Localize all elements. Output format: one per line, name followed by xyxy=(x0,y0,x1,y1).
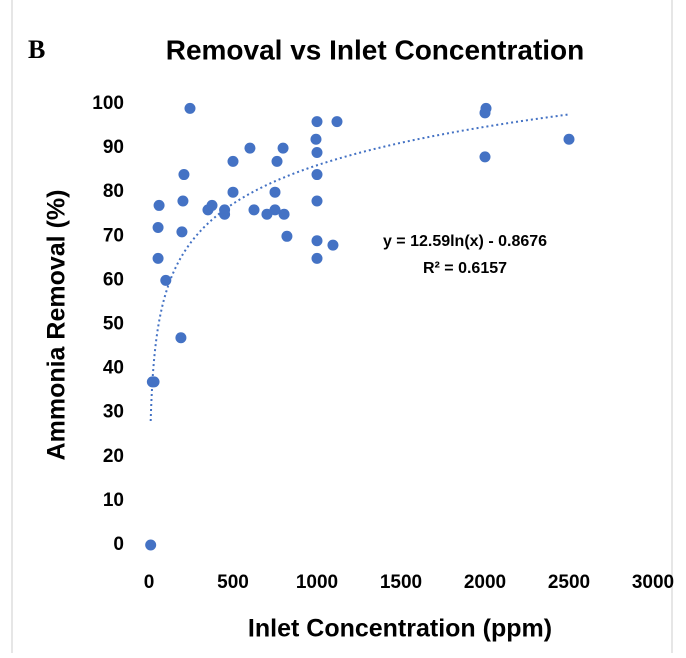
point xyxy=(148,376,160,388)
point xyxy=(206,199,218,211)
trend-equation: y = 12.59ln(x) - 0.8676 xyxy=(383,233,547,250)
x-tick-label: 2000 xyxy=(464,572,506,593)
y-tick-label: 0 xyxy=(113,534,124,555)
point xyxy=(145,539,157,551)
y-tick-label: 100 xyxy=(92,93,124,114)
y-tick-label: 50 xyxy=(103,314,124,335)
point xyxy=(479,107,491,119)
point xyxy=(331,116,343,128)
point xyxy=(261,208,273,220)
trendline xyxy=(149,113,570,422)
point xyxy=(563,133,575,145)
point xyxy=(310,133,322,145)
point xyxy=(311,252,323,264)
point xyxy=(269,186,281,198)
y-tick-label: 80 xyxy=(103,181,124,202)
point xyxy=(244,142,256,154)
y-tick-label: 30 xyxy=(103,402,124,423)
x-tick-label: 500 xyxy=(217,572,249,593)
point xyxy=(311,195,323,207)
x-axis-label: Inlet Concentration (ppm) xyxy=(248,615,552,643)
point xyxy=(176,226,188,238)
trend-r-squared: R² = 0.6157 xyxy=(423,260,507,277)
x-tick-label: 1500 xyxy=(380,572,422,593)
point xyxy=(184,102,196,114)
y-tick-label: 20 xyxy=(103,446,124,467)
point xyxy=(311,147,323,159)
point xyxy=(178,169,190,181)
point xyxy=(152,221,164,233)
x-tick-label: 3000 xyxy=(632,572,674,593)
point xyxy=(152,252,164,264)
panel-label: B xyxy=(28,35,45,64)
y-axis-label: Ammonia Removal (%) xyxy=(43,190,71,461)
point xyxy=(311,169,323,181)
point xyxy=(277,142,289,154)
point xyxy=(177,195,189,207)
point xyxy=(269,204,281,216)
point xyxy=(281,230,293,242)
y-tick-label: 60 xyxy=(103,269,124,290)
point xyxy=(227,186,239,198)
point xyxy=(278,208,290,220)
x-tick-label: 0 xyxy=(144,572,155,593)
point xyxy=(479,151,491,163)
point xyxy=(248,204,260,216)
y-tick-label: 10 xyxy=(103,490,124,511)
y-tick-label: 70 xyxy=(103,225,124,246)
x-tick-label: 1000 xyxy=(296,572,338,593)
y-tick-label: 90 xyxy=(103,137,124,158)
point xyxy=(271,155,283,167)
point xyxy=(327,239,339,251)
point xyxy=(153,199,165,211)
point xyxy=(311,235,323,247)
point xyxy=(227,155,239,167)
point xyxy=(219,204,231,216)
y-tick-label: 40 xyxy=(103,358,124,379)
x-tick-label: 2500 xyxy=(548,572,590,593)
chart-title: Removal vs Inlet Concentration xyxy=(166,34,585,65)
point xyxy=(160,274,172,286)
point xyxy=(175,332,187,344)
point xyxy=(311,116,323,128)
